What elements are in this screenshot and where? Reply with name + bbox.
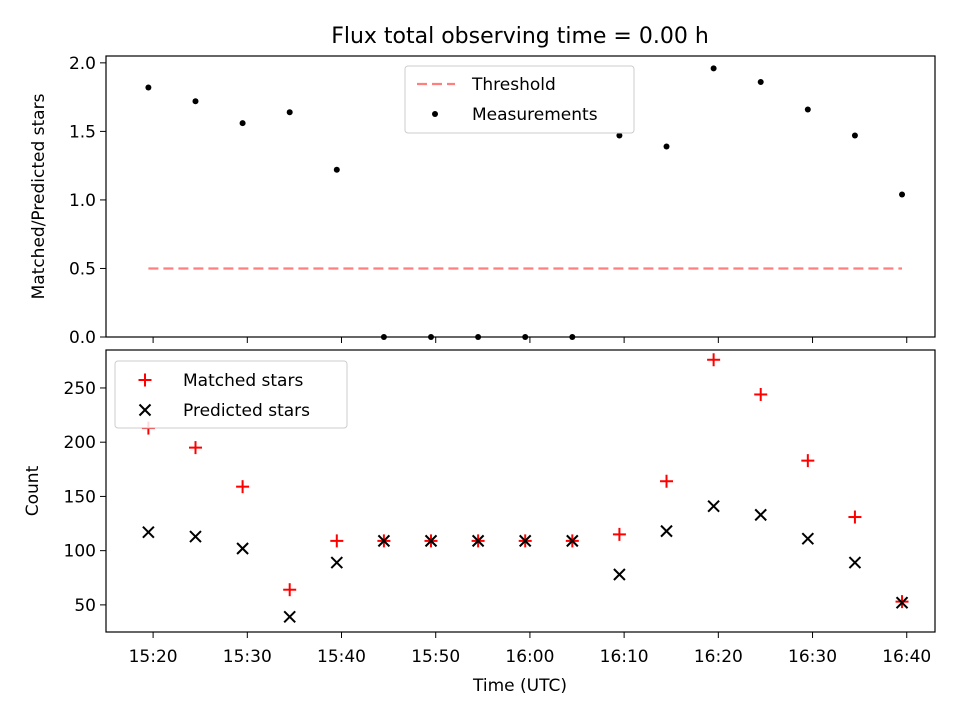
predicted-star-point bbox=[519, 534, 532, 548]
measurement-point bbox=[569, 334, 576, 340]
measurement-point bbox=[192, 98, 199, 105]
plot-frame bbox=[105, 55, 936, 338]
measurement-point bbox=[428, 334, 435, 340]
y-tick-label: 100 bbox=[64, 542, 96, 562]
measurement-point bbox=[663, 143, 670, 150]
matched-star-point bbox=[612, 527, 626, 541]
matched-star-point bbox=[330, 534, 344, 548]
legend-box bbox=[114, 360, 348, 429]
measurement-point bbox=[380, 334, 387, 340]
x-tick-label: 16:20 bbox=[694, 647, 743, 667]
chart-title: Flux total observing time = 0.00 h bbox=[331, 24, 709, 49]
y-tick-label: 1.0 bbox=[69, 191, 96, 211]
matched-star-point bbox=[188, 441, 202, 455]
legend-matched-swatch bbox=[138, 373, 152, 387]
predicted-star-point bbox=[707, 499, 720, 513]
y-tick-label: 0.0 bbox=[69, 328, 96, 348]
x-tick-label: 15:40 bbox=[317, 647, 366, 667]
count-panel: 50 100 150 200 250 15:20 15:30 15:40 15:50 16:00 1… bbox=[23, 349, 936, 667]
matched-star-point bbox=[801, 454, 815, 468]
predicted-star-point bbox=[377, 534, 391, 548]
x-tick-label: 16:30 bbox=[788, 647, 837, 667]
x-tick-label: 15:30 bbox=[223, 647, 272, 667]
x-tick-label: 16:10 bbox=[600, 647, 649, 667]
matched-star-point bbox=[707, 353, 721, 367]
y-tick-label: 0.5 bbox=[69, 259, 96, 279]
predicted-star-point bbox=[471, 534, 485, 548]
y-tick-label: 150 bbox=[64, 487, 96, 507]
measurement-point bbox=[333, 166, 340, 173]
legend-measurements-label: Measurements bbox=[472, 105, 598, 125]
matched-star-point bbox=[660, 474, 674, 488]
matched-star-point bbox=[236, 480, 250, 494]
x-tick-label: 15:50 bbox=[411, 647, 460, 667]
predicted-star-point bbox=[660, 524, 673, 538]
legend-measurements-swatch bbox=[432, 111, 438, 117]
y-tick-label: 250 bbox=[64, 379, 96, 399]
predicted-star-point bbox=[330, 556, 344, 569]
predicted-star-point bbox=[895, 596, 909, 609]
legend-box bbox=[404, 65, 635, 134]
predicted-star-point bbox=[189, 530, 202, 543]
y-tick-label: 2.0 bbox=[69, 54, 96, 74]
legend-matched-label: Matched stars bbox=[183, 371, 303, 391]
x-axis-label: Time (UTC) bbox=[472, 676, 567, 696]
measurement-point bbox=[804, 106, 811, 113]
measurement-point bbox=[616, 132, 623, 139]
legend-predicted-label: Predicted stars bbox=[183, 401, 310, 421]
measurement-point bbox=[145, 84, 152, 91]
predicted-star-point bbox=[848, 556, 862, 569]
matched-star-point bbox=[848, 510, 862, 524]
y-tick-label: 1.5 bbox=[69, 122, 96, 142]
predicted-star-point bbox=[801, 532, 815, 545]
y-tick-label: 200 bbox=[64, 433, 96, 453]
predicted-star-point bbox=[754, 508, 767, 522]
ratio-panel: 0.0 0.5 1.0 1.5 2.0 Matched/Predicted stars Th… bbox=[29, 54, 936, 348]
measurement-point bbox=[899, 191, 906, 198]
measurement-point bbox=[851, 132, 858, 139]
x-tick-label: 16:00 bbox=[505, 647, 554, 667]
y-tick-label: 50 bbox=[74, 596, 96, 616]
x-tick-label: 16:40 bbox=[882, 647, 931, 667]
legend-predicted-swatch bbox=[138, 403, 152, 417]
measurement-point bbox=[522, 334, 529, 340]
predicted-star-point bbox=[566, 534, 579, 548]
legend-threshold-label: Threshold bbox=[471, 75, 556, 95]
measurement-point bbox=[475, 334, 482, 340]
predicted-star-point bbox=[613, 568, 626, 581]
predicted-star-point bbox=[236, 542, 249, 555]
plot-frame bbox=[105, 349, 936, 633]
measurement-point bbox=[757, 79, 764, 86]
predicted-star-point bbox=[142, 526, 155, 539]
matched-star-point bbox=[754, 387, 768, 401]
measurement-point bbox=[239, 120, 246, 127]
y-axis-label: Matched/Predicted stars bbox=[29, 93, 49, 299]
predicted-star-point bbox=[424, 534, 438, 548]
predicted-star-point bbox=[283, 610, 296, 624]
measurement-point bbox=[286, 109, 293, 116]
y-axis-label: Count bbox=[23, 465, 43, 516]
measurement-point bbox=[710, 65, 717, 72]
x-tick-label: 15:20 bbox=[129, 647, 178, 667]
matched-star-point bbox=[283, 583, 297, 597]
